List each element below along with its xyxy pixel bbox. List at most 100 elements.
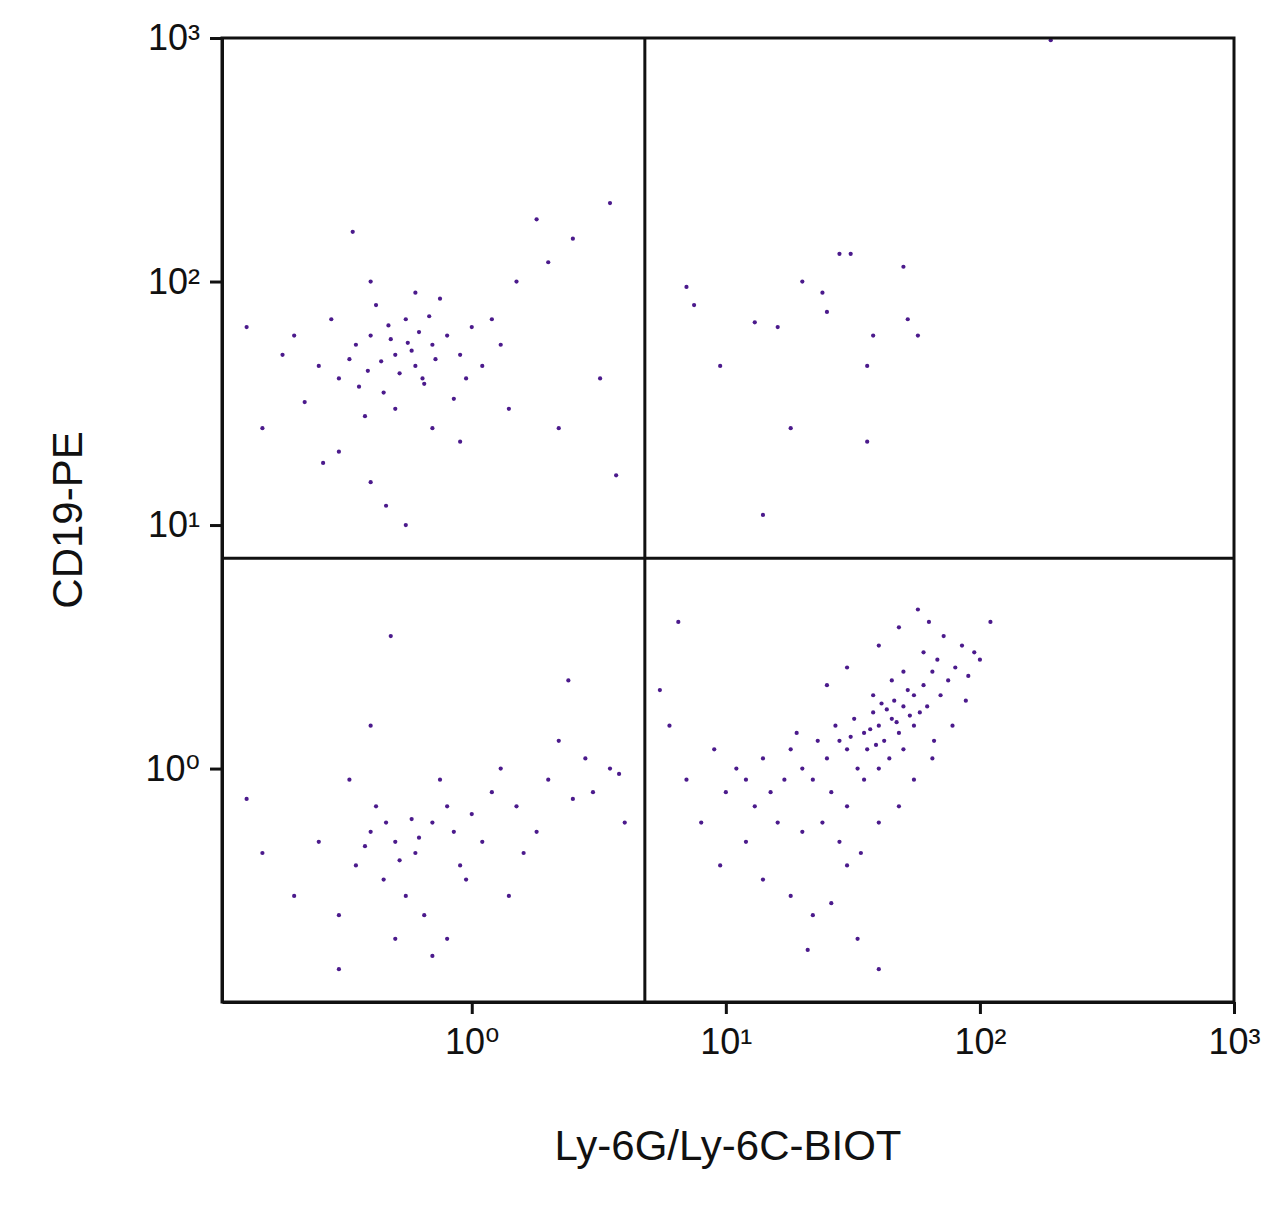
gate-line <box>643 38 646 1002</box>
chart: 10⁰10¹10²10³10⁰10¹10²10³Ly-6G/Ly-6C-BIOT… <box>0 0 1280 1205</box>
point <box>410 817 414 821</box>
point <box>930 756 934 760</box>
point <box>406 341 410 345</box>
x-tick-mark <box>979 1002 982 1014</box>
point <box>718 364 722 368</box>
point <box>865 440 869 444</box>
point <box>837 252 841 256</box>
x-tick-mark <box>471 1002 474 1014</box>
point <box>816 739 820 743</box>
point <box>427 314 431 318</box>
point <box>393 353 397 357</box>
point <box>507 407 511 411</box>
point <box>811 913 815 917</box>
point <box>837 739 841 743</box>
point <box>480 840 484 844</box>
point <box>617 772 621 776</box>
x-tick-label: 10³ <box>1208 1021 1260 1062</box>
point <box>901 747 905 751</box>
point <box>347 357 351 361</box>
point <box>874 743 878 747</box>
point <box>389 337 393 341</box>
point <box>966 674 970 678</box>
point <box>935 658 939 662</box>
point <box>972 650 976 654</box>
point <box>623 820 627 824</box>
point <box>852 717 856 721</box>
point <box>292 333 296 337</box>
point <box>753 320 757 324</box>
point <box>877 820 881 824</box>
point <box>658 688 662 692</box>
point <box>422 382 426 386</box>
x-axis: 10⁰10¹10²10³ <box>223 1002 1261 1062</box>
point <box>458 863 462 867</box>
point <box>433 357 437 361</box>
point <box>761 877 765 881</box>
point <box>925 704 929 708</box>
point <box>337 450 341 454</box>
point <box>303 400 307 404</box>
point <box>849 735 853 739</box>
point <box>906 317 910 321</box>
point <box>354 343 358 347</box>
point <box>571 237 575 241</box>
point <box>744 778 748 782</box>
y-tick: 10² <box>148 261 222 302</box>
point <box>546 778 550 782</box>
point <box>811 778 815 782</box>
point <box>744 840 748 844</box>
point <box>877 724 881 728</box>
point <box>404 523 408 527</box>
x-axis-line <box>223 1001 1235 1004</box>
x-tick: 10¹ <box>700 1002 752 1062</box>
point <box>470 325 474 329</box>
point <box>438 297 442 301</box>
point <box>894 720 898 724</box>
point <box>374 804 378 808</box>
point <box>438 778 442 782</box>
point <box>897 731 901 735</box>
point <box>369 480 373 484</box>
point <box>712 747 716 751</box>
point <box>337 967 341 971</box>
point <box>912 693 916 697</box>
point <box>430 426 434 430</box>
y-tick: 10³ <box>148 17 222 58</box>
point <box>507 894 511 898</box>
point <box>890 717 894 721</box>
point <box>404 317 408 321</box>
point <box>871 333 875 337</box>
point <box>458 440 462 444</box>
point <box>871 710 875 714</box>
point <box>908 713 912 717</box>
y-axis: 10⁰10¹10²10³ <box>146 17 223 1002</box>
point <box>829 790 833 794</box>
point <box>591 790 595 794</box>
point <box>855 766 859 770</box>
point <box>382 390 386 394</box>
point <box>598 376 602 380</box>
point <box>789 426 793 430</box>
point <box>379 359 383 363</box>
point <box>430 954 434 958</box>
point <box>382 877 386 881</box>
point <box>337 913 341 917</box>
point <box>855 937 859 941</box>
point <box>865 747 869 751</box>
point <box>397 858 401 862</box>
point <box>369 333 373 337</box>
point <box>918 710 922 714</box>
point <box>445 804 449 808</box>
point <box>347 778 351 782</box>
point <box>761 756 765 760</box>
point <box>885 707 889 711</box>
point <box>490 317 494 321</box>
point <box>833 724 837 728</box>
gate-line <box>222 557 1234 560</box>
point <box>369 830 373 834</box>
points <box>245 38 1053 971</box>
point <box>953 665 957 669</box>
point <box>988 620 992 624</box>
point <box>724 790 728 794</box>
